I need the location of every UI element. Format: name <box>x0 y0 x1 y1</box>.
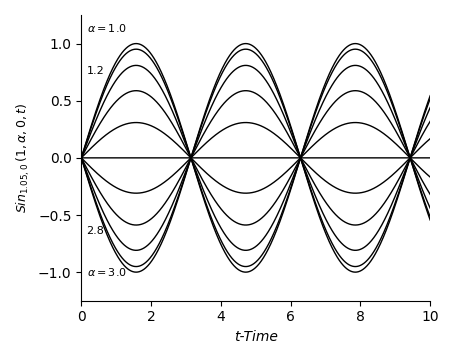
Y-axis label: $Sin_{1.05,0}\,(1,\alpha,0,t)$: $Sin_{1.05,0}\,(1,\alpha,0,t)$ <box>15 103 32 213</box>
Text: 1.2: 1.2 <box>87 66 104 76</box>
Text: 2.8: 2.8 <box>87 227 104 237</box>
Text: $\alpha = 1.0$: $\alpha = 1.0$ <box>87 22 127 34</box>
X-axis label: t-Time: t-Time <box>234 330 278 344</box>
Text: $\alpha = 3.0$: $\alpha = 3.0$ <box>87 266 127 279</box>
